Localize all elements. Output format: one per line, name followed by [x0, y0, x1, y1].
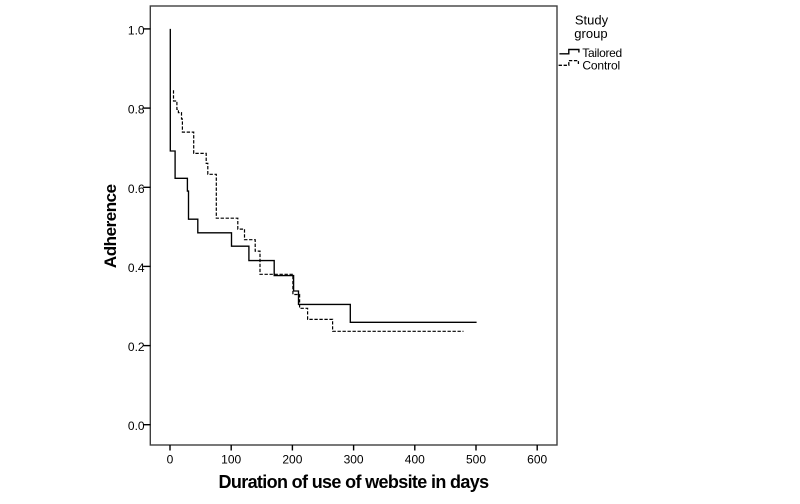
svg-text:200: 200 [282, 453, 302, 467]
svg-text:0.0: 0.0 [128, 419, 145, 433]
svg-text:Adherence: Adherence [101, 184, 120, 268]
svg-text:100: 100 [221, 453, 241, 467]
svg-text:500: 500 [466, 453, 486, 467]
svg-text:0.6: 0.6 [128, 182, 145, 196]
svg-text:0: 0 [167, 453, 174, 467]
svg-text:Study: Study [575, 12, 609, 27]
svg-text:400: 400 [405, 453, 425, 467]
svg-text:600: 600 [527, 453, 547, 467]
svg-text:0.8: 0.8 [128, 103, 145, 117]
svg-text:Tailored: Tailored [582, 46, 622, 60]
svg-text:Duration of use of website in: Duration of use of website in days [219, 472, 490, 492]
svg-text:1.0: 1.0 [128, 23, 145, 37]
svg-text:Control: Control [582, 59, 620, 73]
svg-text:0.4: 0.4 [128, 261, 145, 275]
svg-text:300: 300 [344, 453, 364, 467]
svg-text:0.2: 0.2 [128, 340, 145, 354]
svg-text:group: group [574, 26, 607, 41]
